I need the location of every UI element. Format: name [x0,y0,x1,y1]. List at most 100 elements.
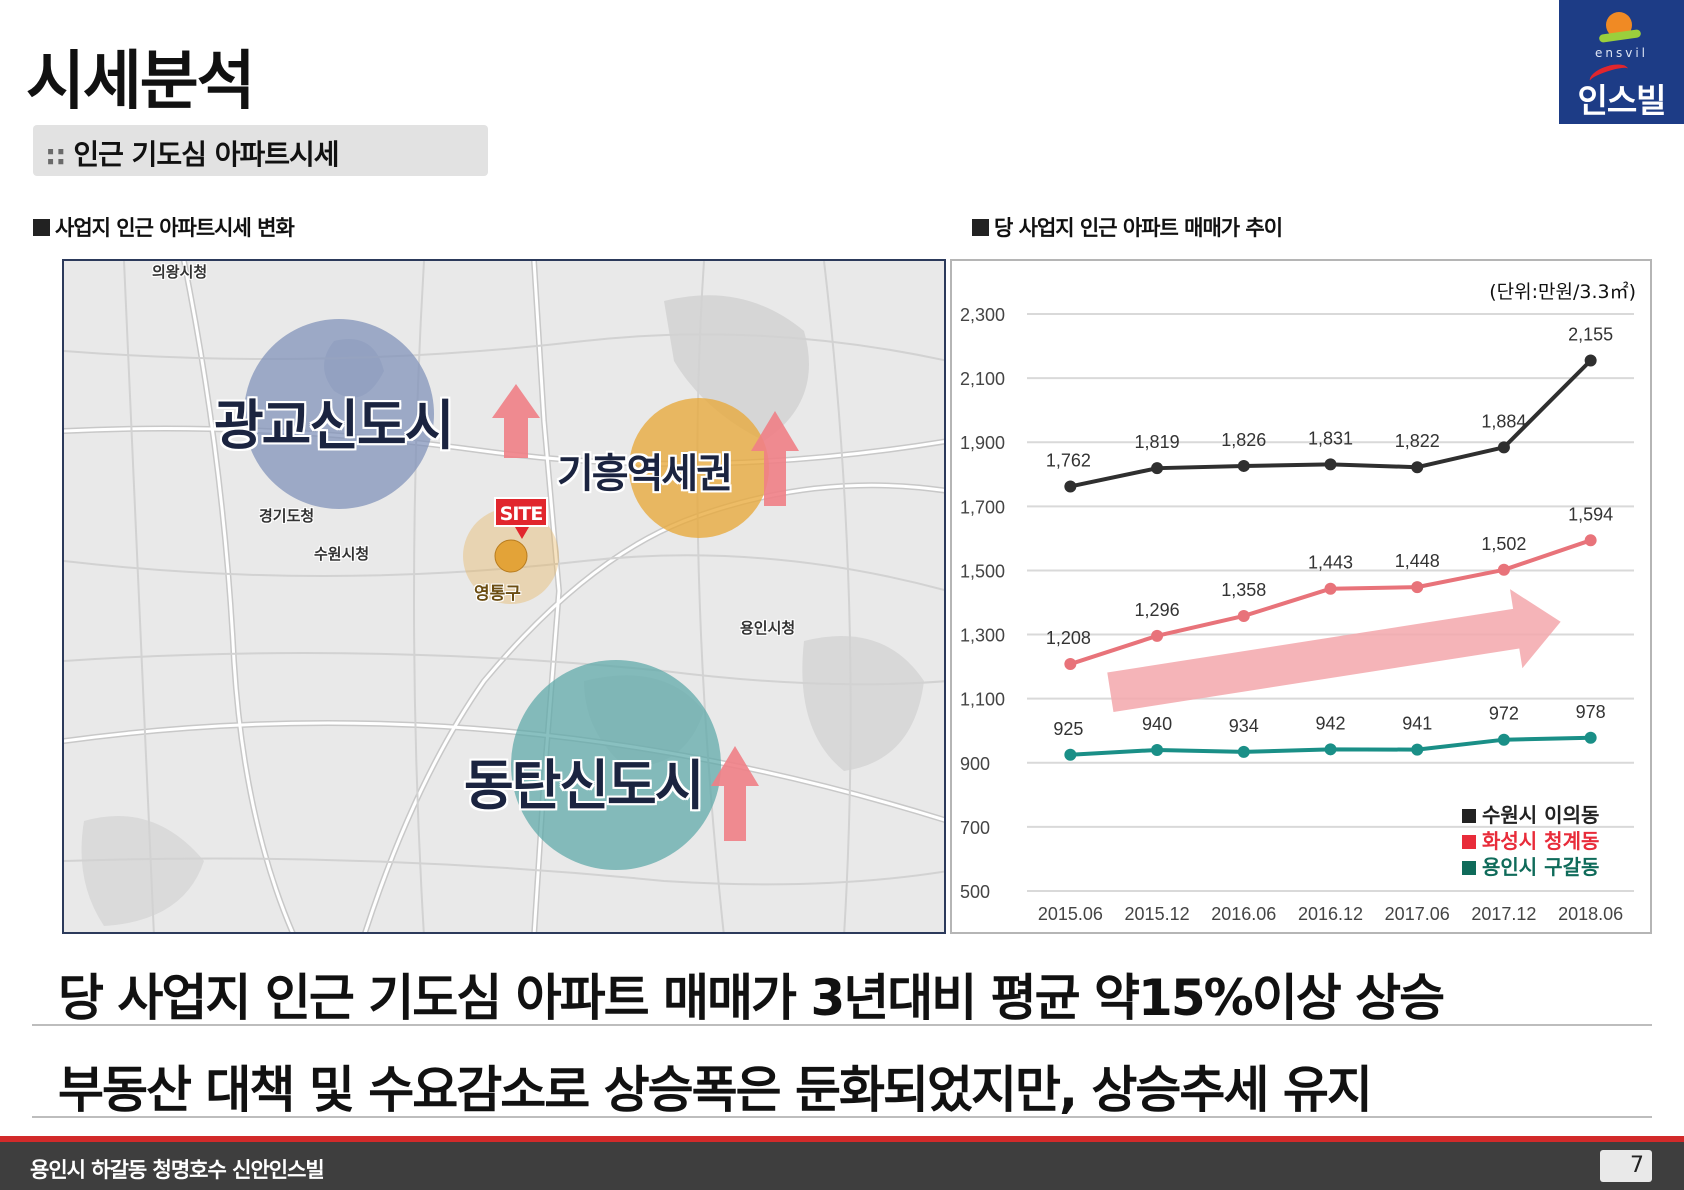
data-point [1151,743,1164,756]
data-point [1237,609,1250,622]
data-label: 941 [1402,714,1432,734]
data-point [1497,733,1510,746]
data-label: 925 [1053,719,1083,739]
data-point [1237,745,1250,758]
map-background [64,261,944,932]
x-tick-label: 2018.06 [1558,904,1623,924]
price-trend-chart: (단위:만원/3.3㎡) 2,300 2,100 1,900 1,700 1,500 1,… [950,259,1652,934]
subtitle-text: 인근 기도심 아파트시세 [73,138,339,171]
data-label: 1,448 [1395,551,1440,571]
data-point [1411,743,1424,756]
data-point [1324,458,1337,471]
page-title: 시세분석 [26,45,256,119]
x-tick-label: 2016.06 [1211,904,1276,924]
data-label: 1,831 [1308,428,1353,448]
y-tick-label: 1,300 [960,626,1005,646]
data-point [1584,731,1597,744]
chart-svg: 2,300 2,100 1,900 1,700 1,500 1,300 1,100 900 70… [960,305,1634,924]
divider [32,1116,1652,1118]
data-point [1064,658,1077,671]
data-point [1324,743,1337,756]
suwon-label: 수원시청 [314,545,370,563]
y-tick-label: 1,100 [960,690,1005,710]
data-point [1064,748,1077,761]
subtitle-marker: :: [45,138,66,171]
site-district-label: 영통구 [474,584,521,604]
giheung-label: 기흥역세권 [557,451,733,497]
data-point [1411,461,1424,474]
arrow-up-icon [751,411,799,506]
page-number: 7 [1600,1150,1652,1182]
y-tick-label: 1,500 [960,561,1005,581]
chart-section-label-text: 당 사업지 인근 아파트 매매가 추이 [994,216,1283,240]
site-marker [494,539,528,573]
data-point [1497,441,1510,454]
chart-legend: 수원시 이의동 화성시 청계동 용인시 구갈동 [1462,799,1600,879]
y-tick-label: 2,300 [960,305,1005,325]
data-label: 1,443 [1308,553,1353,573]
legend-swatch [1462,835,1476,849]
trend-arrow-icon [1107,589,1561,713]
logo-brand-en: ensvil [1594,46,1648,60]
x-tick-label: 2017.12 [1471,904,1536,924]
legend-label: 용인시 구갈동 [1482,855,1600,879]
logo-brand-ko: 인스빌 [1577,81,1666,120]
dongtan-circle [511,660,721,870]
legend-item: 화성시 청계동 [1462,825,1600,853]
headline-2: 부동산 대책 및 수요감소로 상승폭은 둔화되었지만, 상승추세 유지 [58,1061,1373,1119]
footer-accent-bar [0,1136,1684,1142]
data-point [1584,534,1597,547]
data-point [1151,629,1164,642]
legend-label: 수원시 이의동 [1482,803,1600,827]
gwanggyo-circle [244,319,434,509]
dongtan-label: 동탄신도시 [464,754,704,817]
arrow-up-icon [711,746,759,841]
x-tick-label: 2015.12 [1125,904,1190,924]
headline-1: 당 사업지 인근 기도심 아파트 매매가 3년대비 평균 약15%이상 상승 [58,969,1445,1027]
logo-leaf-icon [1598,29,1642,43]
data-label: 1,208 [1046,628,1091,648]
legend-label: 화성시 청계동 [1482,829,1600,853]
data-point [1237,459,1250,472]
uiwang-label: 의왕시청 [152,263,208,281]
data-label: 1,826 [1221,430,1266,450]
map-section-label: 사업지 인근 아파트시세 변화 [33,212,295,242]
data-label: 978 [1576,702,1606,722]
location-map: 광교신도시 기흥역세권 동탄신도시 SITE 영통구 의왕시청 경기도청 수원시… [62,259,946,934]
data-label: 1,822 [1395,431,1440,451]
chart-section-label: 당 사업지 인근 아파트 매매가 추이 [972,212,1283,242]
site-tag: SITE [494,497,548,539]
legend-item: 용인시 구갈동 [1462,851,1600,879]
giheung-circle [629,398,769,538]
data-label: 2,155 [1568,324,1613,344]
data-label: 934 [1229,716,1259,736]
legend-item: 수원시 이의동 [1462,799,1600,827]
yongin-label: 용인시청 [740,619,796,637]
footer: 용인시 하갈동 청명호수 신안인스빌 7 [0,1142,1684,1190]
y-tick-label: 500 [960,882,990,902]
gwanggyo-label: 광교신도시 [214,394,454,457]
arrow-up-icon [492,384,540,458]
unit-label: (단위:만원/3.3㎡) [1489,281,1636,303]
data-label: 972 [1489,704,1519,724]
y-tick-label: 1,700 [960,497,1005,517]
data-label: 1,594 [1568,504,1613,524]
divider [32,1024,1652,1026]
gyeonggi-label: 경기도청 [259,507,315,525]
data-point [1497,563,1510,576]
map-section-label-text: 사업지 인근 아파트시세 변화 [55,216,295,240]
y-tick-label: 2,100 [960,369,1005,389]
data-point [1151,462,1164,475]
x-tick-label: 2016.12 [1298,904,1363,924]
data-label: 1,358 [1221,580,1266,600]
data-label: 1,819 [1135,432,1180,452]
ensvil-logo: ensvil 인스빌 [1559,0,1684,124]
x-tick-label: 2015.06 [1038,904,1103,924]
data-point [1411,581,1424,594]
legend-swatch [1462,809,1476,823]
square-bullet-icon [33,219,50,236]
data-point [1064,480,1077,493]
x-tick-label: 2017.06 [1385,904,1450,924]
data-label: 1,884 [1481,411,1526,431]
data-point [1324,582,1337,595]
